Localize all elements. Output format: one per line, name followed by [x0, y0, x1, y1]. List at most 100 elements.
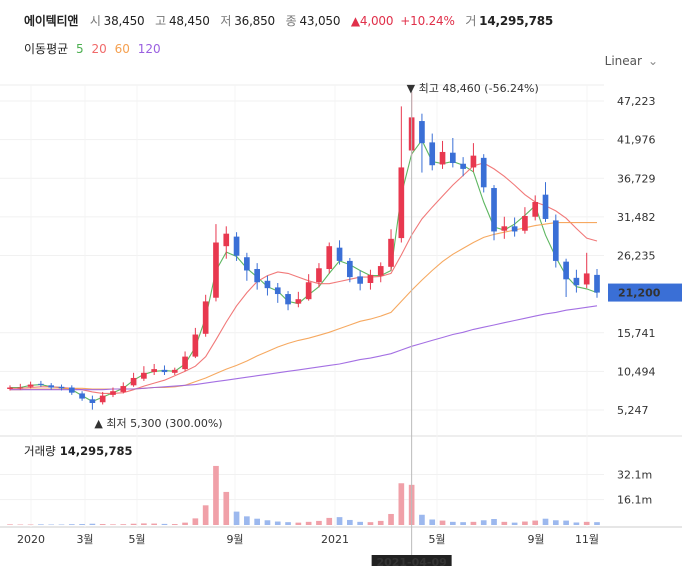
candle-body	[17, 387, 24, 389]
volume-panel-title: 거래량 14,295,785	[24, 443, 133, 459]
candle	[223, 226, 230, 259]
current-price-tag	[608, 283, 682, 302]
price-tick-label: 10,494	[617, 365, 656, 378]
volume-bar	[491, 519, 497, 525]
candle	[79, 391, 85, 401]
x-tick-label: 3월	[76, 533, 93, 546]
volume-bar	[244, 516, 250, 525]
candle	[202, 294, 209, 337]
volume-bar	[110, 524, 116, 525]
volume-bar	[89, 523, 96, 525]
current-price-label: 21,200	[618, 287, 661, 300]
candle	[460, 157, 466, 177]
vol-tick-label: 16.1m	[617, 494, 652, 507]
candle	[192, 327, 199, 359]
candle	[99, 391, 106, 405]
candle-body	[274, 287, 281, 295]
candle-body	[295, 299, 302, 304]
candle	[419, 113, 425, 173]
volume-bar	[573, 522, 580, 525]
ma-legend[interactable]: 이동평균 5 20 60 120	[24, 40, 165, 57]
candle-body	[254, 269, 260, 283]
volume-bar	[419, 514, 425, 525]
candle-body	[89, 399, 96, 403]
candle	[439, 140, 446, 169]
volume-bar	[439, 520, 446, 525]
candle-body	[161, 369, 168, 373]
volume-bar	[522, 521, 528, 525]
candle	[480, 154, 487, 193]
price-tick-label: 31,482	[617, 211, 656, 224]
open-label: 시	[89, 14, 101, 28]
candle	[264, 275, 271, 296]
candle-body	[58, 386, 65, 389]
candle-body	[130, 377, 137, 386]
candle-body	[110, 391, 116, 395]
low-annotation: ▲ 최저 5,300 (300.00%)	[94, 417, 222, 430]
volume-bar	[336, 517, 343, 525]
candle	[305, 274, 312, 301]
volume-bar	[594, 522, 600, 525]
x-tick-label: 5월	[128, 533, 145, 546]
candle	[398, 106, 405, 243]
candle-body	[542, 194, 549, 219]
candle	[58, 384, 65, 391]
candle	[573, 269, 580, 293]
candle	[68, 385, 75, 395]
candle-body	[213, 242, 219, 298]
candle-body	[439, 151, 446, 165]
volume-bar	[254, 518, 260, 525]
candle-body	[573, 277, 580, 286]
candle	[151, 363, 158, 376]
chevron-down-icon: ⌄	[647, 54, 658, 68]
volume-bar	[532, 520, 539, 525]
candle	[542, 182, 549, 222]
ma60-line	[10, 222, 597, 391]
volume-bar	[305, 521, 312, 525]
candle	[120, 382, 127, 394]
volume-bar	[274, 521, 281, 525]
candle	[89, 395, 96, 410]
candle-body	[316, 268, 322, 283]
volume-bar	[233, 511, 240, 525]
candle-body	[182, 356, 188, 370]
candle-body	[367, 274, 374, 283]
scale-dropdown[interactable]: Linear ⌄	[605, 54, 658, 68]
candle-body	[429, 142, 436, 166]
candle	[130, 372, 137, 387]
candle-body	[223, 233, 230, 247]
volume-bar	[295, 522, 302, 525]
volume-bar	[501, 521, 508, 525]
ma-legend-label: 이동평균	[24, 42, 69, 56]
x-tick-label: 11월	[575, 533, 599, 546]
candle-body	[285, 294, 291, 305]
candle-body	[48, 385, 55, 388]
candle-body	[449, 152, 456, 164]
volume-bar	[449, 521, 456, 525]
change-value: ▲4,000	[350, 14, 394, 28]
candle-body	[552, 220, 559, 261]
candle	[563, 258, 569, 297]
x-tick-label: 9월	[226, 533, 243, 546]
low-value: 36,850	[234, 14, 275, 28]
volume-bar	[542, 518, 549, 525]
candle	[522, 207, 528, 234]
candle	[244, 252, 250, 281]
vol-tick-label: 32.1m	[617, 468, 652, 481]
candle	[254, 263, 260, 290]
candle-body	[151, 369, 158, 373]
volume-bar	[130, 523, 137, 525]
close-label: 종	[285, 14, 297, 28]
candle-body	[79, 393, 85, 399]
candle-body	[419, 121, 425, 144]
candle	[7, 385, 13, 391]
candle	[316, 263, 322, 288]
volume-bar	[552, 520, 559, 525]
ma-5: 5	[76, 42, 84, 56]
candle-body	[171, 369, 178, 373]
volume-bar	[182, 522, 188, 525]
volume-panel-label: 거래량	[24, 444, 56, 458]
volume-bar	[68, 524, 75, 525]
volume-bar	[38, 524, 44, 525]
